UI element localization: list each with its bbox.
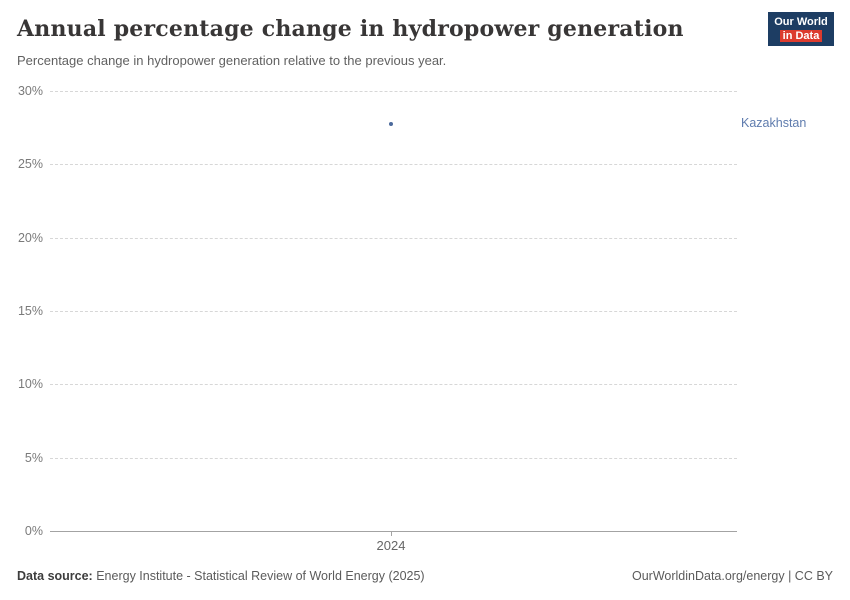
gridline (50, 311, 737, 312)
data-point-kazakhstan[interactable] (389, 122, 393, 126)
logo-text-line1: Our World (774, 15, 828, 28)
gridline (50, 458, 737, 459)
owid-logo: Our World in Data (768, 12, 834, 46)
gridline-row-5: 5% (0, 450, 850, 466)
footer-credit-link[interactable]: OurWorldinData.org/energy | CC BY (631, 569, 833, 583)
y-axis-tick-label: 30% (17, 84, 43, 98)
page-subtitle: Percentage change in hydropower generati… (17, 53, 447, 68)
y-axis-tick-label: 20% (17, 231, 43, 245)
gridline-row-0: 0% (0, 523, 850, 539)
y-axis-tick-label: 5% (24, 451, 43, 465)
data-source-label: Data source: (17, 569, 93, 583)
series-label-kazakhstan[interactable]: Kazakhstan (741, 116, 807, 130)
gridline-row-20: 20% (0, 230, 850, 246)
gridline (50, 91, 737, 92)
gridline-row-10: 10% (0, 376, 850, 392)
gridline-row-25: 25% (0, 156, 850, 172)
logo-text-line2: in Data (779, 29, 823, 43)
x-axis-tick-label: 2024 (376, 538, 406, 553)
gridline (50, 238, 737, 239)
y-axis-tick-label: 10% (17, 377, 43, 391)
x-axis-line (50, 531, 737, 532)
gridline (50, 164, 737, 165)
y-axis-tick-label: 15% (17, 304, 43, 318)
footer-source: Data source: Energy Institute - Statisti… (17, 569, 425, 583)
gridline-row-30: 30% (0, 83, 850, 99)
y-axis-tick-label: 25% (17, 157, 43, 171)
page-title: Annual percentage change in hydropower g… (17, 16, 684, 42)
gridline (50, 384, 737, 385)
gridline-row-15: 15% (0, 303, 850, 319)
data-source-text: Energy Institute - Statistical Review of… (92, 569, 425, 583)
y-axis-tick-label: 0% (24, 524, 43, 538)
x-axis-tick-mark (391, 531, 392, 536)
